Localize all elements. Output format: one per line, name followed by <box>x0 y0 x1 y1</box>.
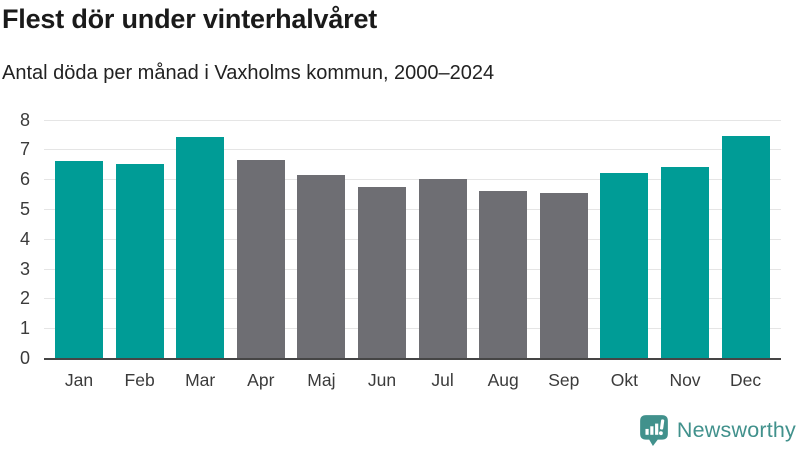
bar-sep <box>539 192 588 358</box>
newsworthy-logo: Newsworthy <box>639 413 796 447</box>
x-axis-label-nov: Nov <box>669 370 701 390</box>
gridline-8 <box>44 119 781 121</box>
x-axis-line <box>44 357 781 360</box>
y-axis-tick-0: 0 <box>19 348 30 368</box>
bar-maj <box>297 174 346 358</box>
y-axis-tick-3: 3 <box>19 258 30 279</box>
x-axis-label-okt: Okt <box>610 370 638 390</box>
bar-aug <box>479 191 528 358</box>
y-axis-tick-7: 7 <box>19 139 30 160</box>
x-axis-label-sep: Sep <box>548 370 580 390</box>
bar-okt <box>600 173 649 358</box>
chart-title: Flest dör under vinterhalvåret <box>2 4 378 34</box>
logo-bar-small <box>645 428 649 435</box>
gridline-4 <box>44 238 781 240</box>
logo-bar-medium <box>650 426 654 435</box>
bar-mar <box>176 137 225 358</box>
bar-jan <box>55 161 103 358</box>
newsworthy-logo-icon <box>640 415 668 446</box>
gridline-5 <box>44 209 781 210</box>
bar-jul <box>418 179 467 358</box>
bar-dec <box>721 135 770 358</box>
x-axis-label-jul: Jul <box>431 370 454 390</box>
x-axis-label-maj: Maj <box>307 370 336 390</box>
gridline-3 <box>44 268 781 270</box>
x-axis-label-feb: Feb <box>124 370 155 390</box>
x-axis-label-jun: Jun <box>367 370 397 390</box>
x-axis-label-dec: Dec <box>730 370 762 390</box>
bar-nov <box>661 167 709 358</box>
y-axis-tick-2: 2 <box>19 288 30 309</box>
logo-bar-large <box>654 423 659 435</box>
gridline-7 <box>44 149 781 151</box>
y-axis-tick-8: 8 <box>19 109 30 130</box>
bar-jun <box>358 186 406 358</box>
y-axis-tick-4: 4 <box>19 228 30 249</box>
chart-subtitle: Antal döda per månad i Vaxholms kommun, … <box>2 62 495 84</box>
gridline-1 <box>44 328 781 330</box>
x-axis-label-mar: Mar <box>185 370 216 390</box>
gridline-6 <box>44 179 781 181</box>
bar-feb <box>115 164 164 358</box>
newsworthy-logo-text: Newsworthy <box>676 417 796 442</box>
gridline-2 <box>44 298 781 300</box>
logo-exclamation <box>658 419 665 436</box>
y-axis-tick-5: 5 <box>19 199 30 219</box>
y-axis-tick-6: 6 <box>19 169 30 190</box>
x-axis-label-jan: Jan <box>64 370 94 390</box>
bar-apr <box>236 159 285 358</box>
x-axis-label-aug: Aug <box>487 370 519 390</box>
y-axis-tick-1: 1 <box>19 318 30 339</box>
x-axis-label-apr: Apr <box>247 370 275 390</box>
